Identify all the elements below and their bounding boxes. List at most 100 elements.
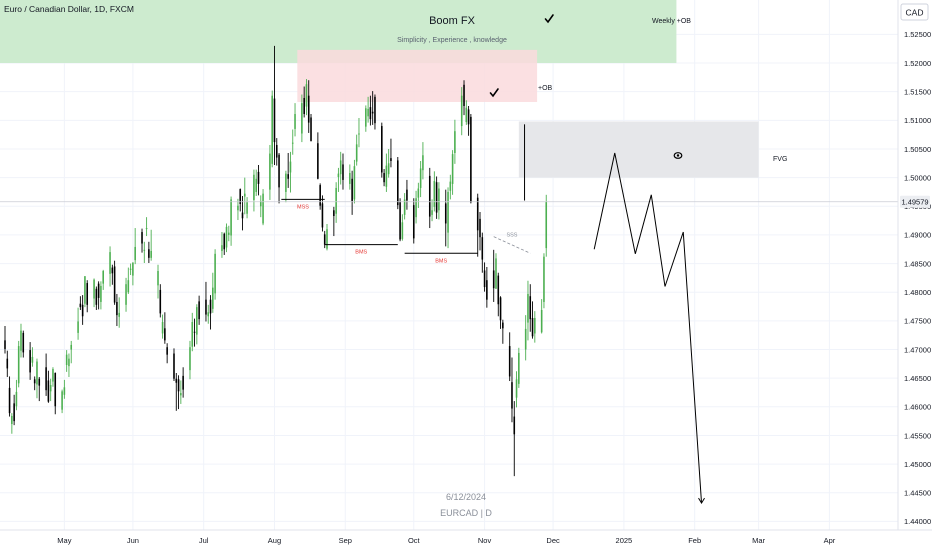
candle-up: [214, 253, 216, 294]
candle-up: [433, 181, 436, 207]
candle-up: [189, 347, 191, 371]
candle-down: [6, 358, 9, 369]
candle-up: [449, 181, 452, 191]
price-axis[interactable]: 1.52500 1.52000 1.51500 1.51000 1.50500 1.500…: [897, 0, 932, 530]
time-axis[interactable]: AprMayJunJulAugSepOctNovDec2025FebMarApr: [0, 529, 932, 550]
candle-down: [29, 350, 31, 373]
zones-layer: [0, 0, 759, 178]
y-tick-label: 1.44500: [904, 489, 931, 498]
currency-badge[interactable]: CAD: [900, 3, 929, 21]
x-tick-label: Apr: [824, 536, 836, 545]
candle-up: [401, 222, 404, 239]
candle-down: [303, 97, 305, 115]
candle-up: [84, 276, 86, 304]
x-tick-label: Nov: [478, 536, 492, 545]
candle-up: [196, 307, 198, 335]
candle-up: [403, 199, 406, 215]
candle-up: [31, 356, 34, 363]
candle-down: [45, 367, 47, 391]
watermark-date: 6/12/2024: [446, 492, 486, 502]
candle-up: [422, 155, 424, 171]
projection-path[interactable]: [593, 152, 703, 504]
x-tick-label: Aug: [268, 536, 281, 545]
candle-up: [109, 252, 111, 274]
candle-up: [454, 131, 456, 153]
candle-down: [148, 249, 150, 258]
y-tick-label: 1.50500: [904, 145, 931, 154]
fvg-zone: [518, 121, 759, 178]
candle-down: [177, 379, 180, 392]
mss-label: MSS: [297, 204, 309, 210]
y-tick-label: 1.44000: [904, 517, 931, 526]
y-tick-label: 1.45000: [904, 460, 931, 469]
candle-down: [4, 340, 6, 349]
y-tick-label: 1.49000: [904, 231, 931, 240]
candle-up: [355, 144, 358, 162]
candle-up: [70, 344, 73, 350]
candle-up: [100, 285, 102, 302]
candle-down: [529, 296, 532, 320]
candle-down: [275, 144, 278, 158]
candle-down: [175, 378, 178, 383]
candle-up: [305, 84, 308, 107]
candle-down: [323, 234, 326, 245]
eye-icon-pupil: [676, 154, 680, 157]
candle-down: [79, 303, 82, 308]
candle-up: [225, 226, 228, 248]
candle-down: [166, 347, 168, 355]
y-tick-label: 1.52000: [904, 59, 931, 68]
candle-up: [326, 229, 328, 249]
candle-down: [383, 173, 385, 183]
candle-down: [111, 267, 114, 274]
candle-up: [17, 346, 20, 384]
candle-up: [20, 330, 22, 351]
candle-down: [273, 98, 276, 143]
candle-up: [495, 258, 497, 289]
candle-down: [481, 237, 484, 260]
x-tick-label: Jul: [199, 536, 209, 545]
weekly-zone-subtitle: Simplicity , Experience , knowledge: [397, 37, 507, 44]
last-price-label: 1.49579: [901, 198, 928, 207]
candle-up: [518, 352, 520, 384]
currency-badge-label: CAD: [906, 8, 924, 18]
candle-down: [499, 297, 502, 321]
candle-down: [8, 387, 11, 414]
candle-down: [342, 164, 344, 180]
candle-up: [63, 387, 66, 395]
candle-down: [371, 111, 374, 114]
candle-up: [451, 154, 454, 184]
candle-up: [52, 368, 54, 382]
check-icon: [544, 14, 554, 24]
candle-up: [447, 191, 449, 233]
candle-up: [68, 358, 70, 367]
sss-line[interactable]: [493, 236, 531, 254]
last-price-marker: 1.49579: [900, 195, 930, 208]
candle-down: [116, 301, 118, 316]
candle-down: [486, 280, 488, 300]
x-tick-label: Dec: [546, 536, 560, 545]
symbol-title: Euro / Canadian Dollar, 1D, FXCM: [4, 4, 134, 14]
candle-down: [399, 202, 401, 240]
candle-up: [230, 199, 232, 236]
candle-down: [193, 331, 196, 333]
candle-up: [415, 198, 417, 218]
y-tick-label: 1.47000: [904, 345, 931, 354]
y-tick-label: 1.50000: [904, 173, 931, 182]
candle-up: [527, 293, 529, 323]
candle-down: [321, 203, 324, 228]
candle-up: [243, 193, 246, 197]
candle-up: [545, 201, 548, 249]
candle-down: [476, 197, 479, 231]
candle-down: [33, 379, 36, 384]
eye-icon-outline: [673, 152, 683, 159]
x-tick-label: Feb: [688, 536, 701, 545]
daily-ob-label: +OB: [538, 85, 553, 92]
candle-up: [127, 280, 130, 293]
candle-up: [118, 312, 120, 317]
y-tick-label: 1.46500: [904, 374, 931, 383]
candle-down: [287, 174, 289, 179]
candle-down: [502, 322, 504, 329]
candle-down: [319, 185, 321, 206]
candle-up: [465, 107, 468, 123]
